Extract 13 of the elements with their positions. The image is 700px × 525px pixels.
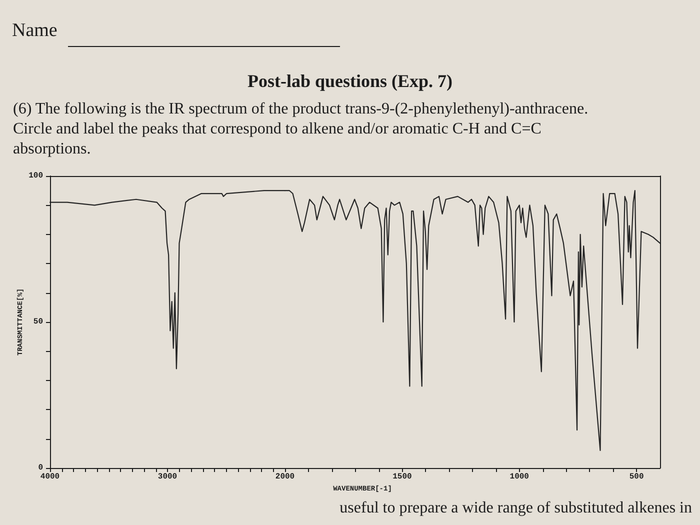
x-tick-label: 3000 (158, 472, 178, 482)
x-tick-label: 1000 (510, 472, 530, 482)
y-tick-label: 100 (28, 172, 44, 180)
text: Name (12, 20, 58, 41)
y-tick-label: 0 (38, 464, 44, 472)
chart-subtitle: (6) The following is the IR spectrum of the product trans-9-(2-phenylethenyl)-anthracene. Circle and label the peaks that correspond to alkene and/or aromatic C-H and C=C absorptions. (13, 100, 592, 158)
x-tick-label: 500 (629, 472, 644, 482)
text: useful to prepare a wide range of substituted alkenes in (340, 500, 692, 516)
y-tick-label: 50 (33, 318, 44, 326)
x-tick-label: 1500 (392, 472, 412, 482)
x-tick-label: 4000 (40, 472, 60, 482)
x-tick-label: 2000 (275, 472, 295, 482)
chart-title: Post-lab questions (Exp. 7) (247, 71, 453, 91)
